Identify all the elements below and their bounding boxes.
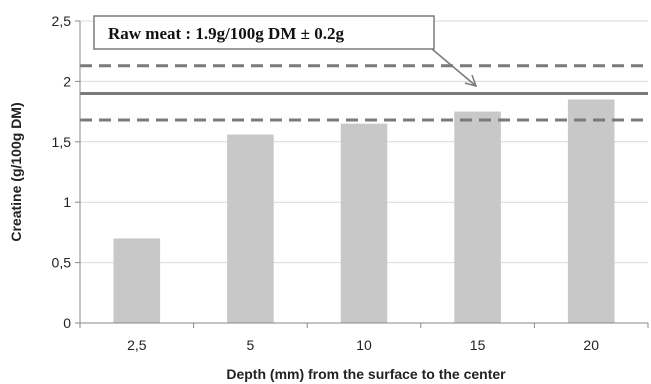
callout-arrow (431, 48, 477, 87)
bars (113, 99, 615, 324)
callout-box (93, 15, 435, 50)
y-tick-label: 0 (63, 315, 71, 331)
y-tick-label: 1 (63, 194, 71, 210)
bar (454, 111, 501, 323)
x-axis-title: Depth (mm) from the surface to the cente… (226, 366, 506, 382)
callout: Raw meat : 1.9g/100g DM ± 0.2g (93, 15, 478, 88)
callout-arrowhead (464, 74, 478, 88)
y-axis-title: Creatine (g/100g DM) (8, 102, 24, 241)
bar (340, 123, 388, 324)
y-tick-label: 1,5 (52, 134, 72, 150)
bar (227, 134, 274, 323)
y-tick-label: 2 (63, 73, 71, 89)
bar (567, 99, 615, 324)
tick-labels: 0 0,5 1 1,5 2 2,5 2,5 5 10 15 20 (52, 13, 600, 353)
y-tick-label: 2,5 (52, 13, 72, 29)
x-tick-label: 5 (247, 337, 255, 353)
y-tick-label: 0,5 (52, 255, 72, 271)
x-tick-label: 15 (470, 337, 486, 353)
callout-text: Raw meat : 1.9g/100g DM ± 0.2g (108, 24, 344, 43)
reference-lines (80, 64, 648, 122)
x-tick-label: 20 (583, 337, 599, 353)
x-tick-label: 10 (356, 337, 372, 353)
axes (75, 20, 649, 328)
x-tick-label: 2,5 (127, 337, 147, 353)
bar (113, 238, 161, 323)
